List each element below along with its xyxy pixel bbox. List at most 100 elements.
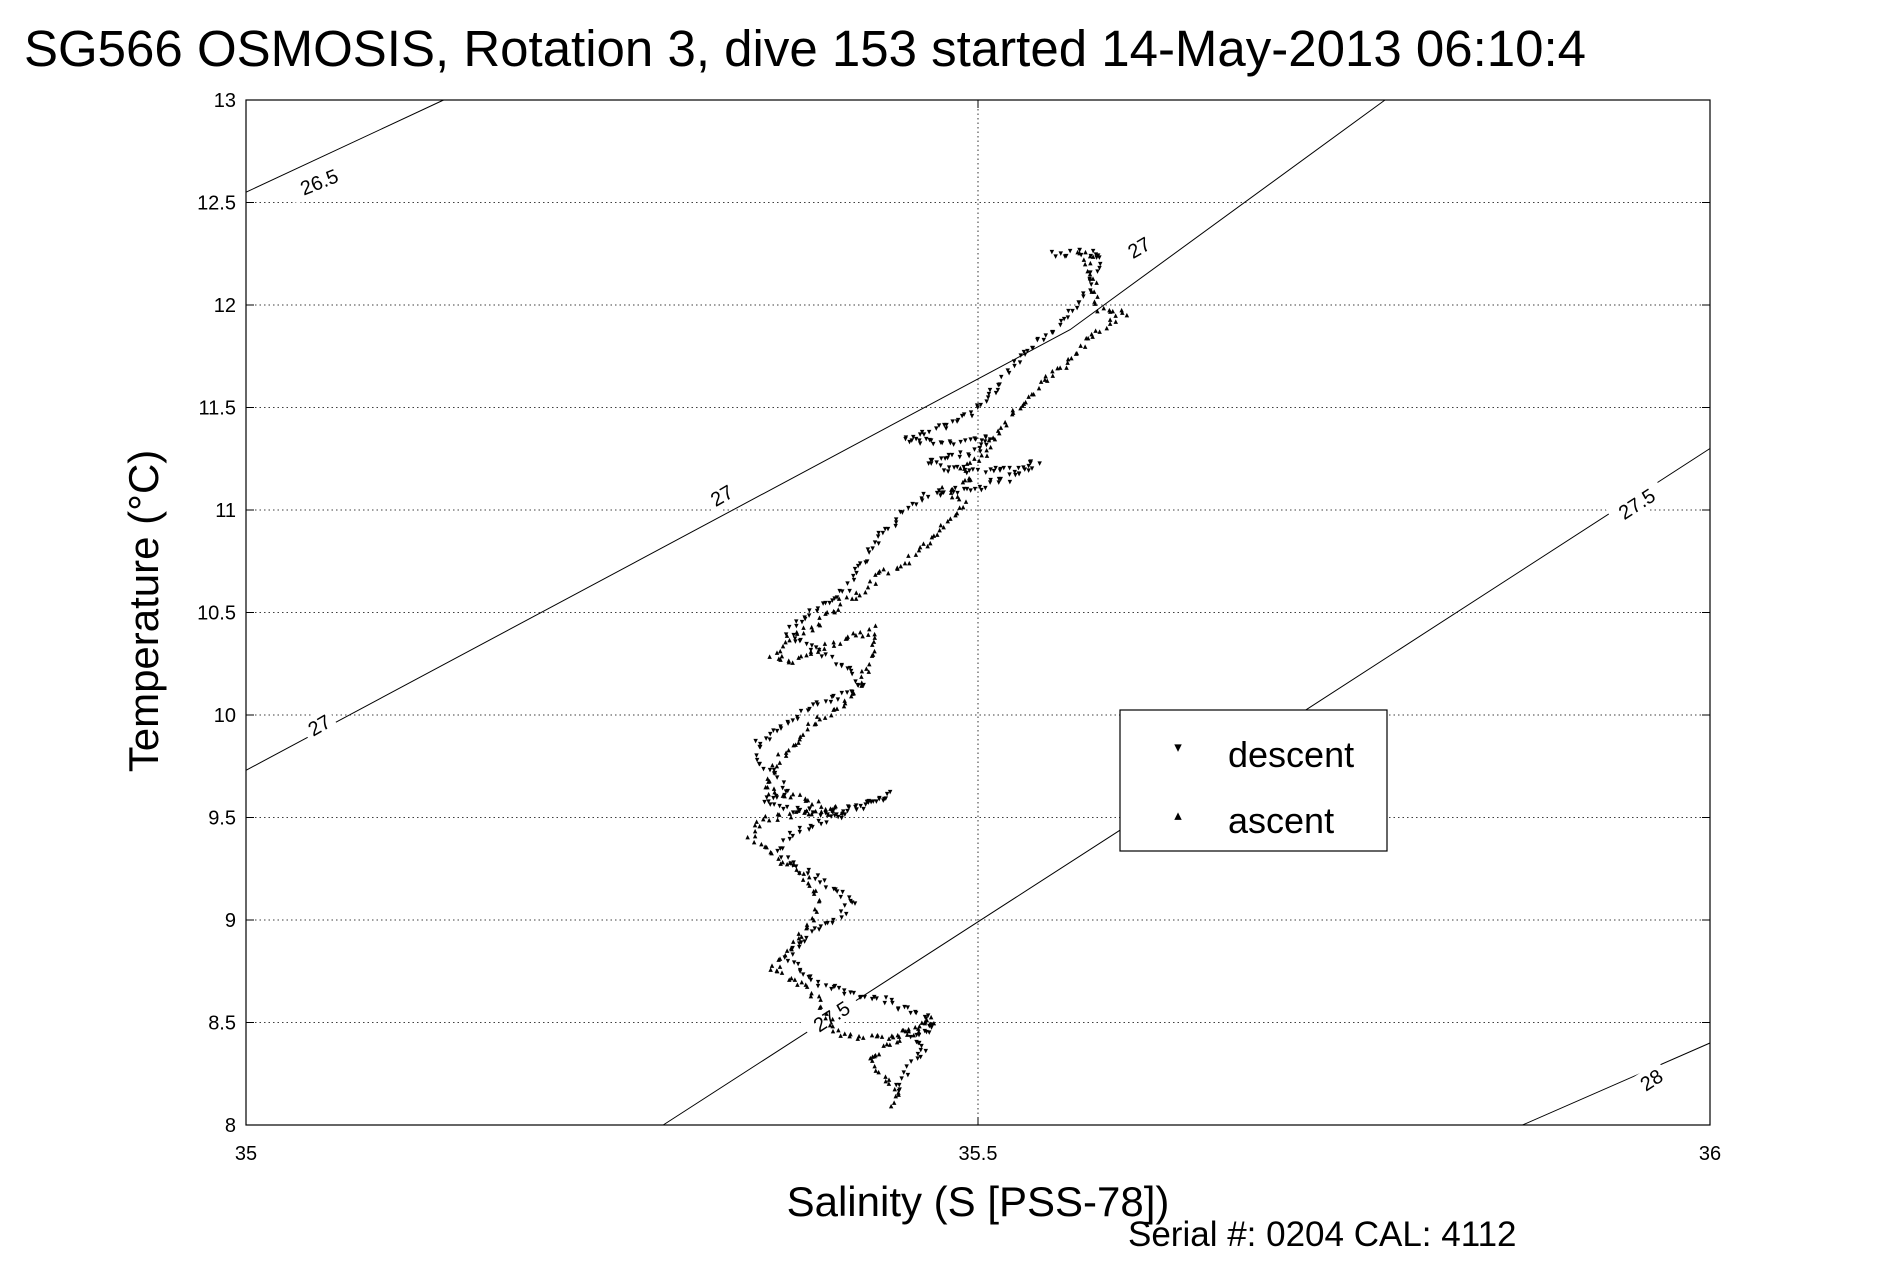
ascent-point: ▴ [791, 789, 796, 799]
descent-point: ▾ [808, 820, 813, 830]
descent-point: ▾ [1077, 245, 1082, 255]
ascent-point: ▴ [810, 799, 815, 809]
descent-point: ▾ [914, 1030, 919, 1040]
descent-point: ▾ [823, 649, 828, 659]
descent-point: ▾ [1087, 273, 1092, 283]
descent-point: ▾ [997, 477, 1002, 487]
descent-point: ▾ [843, 900, 848, 910]
descent-point: ▾ [858, 992, 863, 1002]
ascent-point: ▴ [873, 620, 878, 630]
descent-point: ▾ [897, 1079, 902, 1089]
ascent-point: ▴ [789, 973, 794, 983]
descent-point: ▾ [913, 1007, 918, 1017]
series-descent: ▾ ▾ ▾ ▾ ▾ ▾ ▾ ▾ ▾ ▾ ▾ ▾ ▾ ▾ ▾ ▾ ▾ ▾ ▾ ▾ ▾ ▾ ▾ ▾ ▾ ▾ ▾ ▾ ▾ ▾ ▾ ▾ ▾ ▾ ▾ ▾ ▾ ▾ ▾ ▾… [753, 244, 1103, 1095]
ascent-point: ▴ [753, 831, 758, 841]
descent-point: ▾ [882, 793, 887, 803]
descent-point: ▾ [854, 804, 859, 814]
ascent-point: ▴ [967, 473, 972, 483]
ascent-point: ▴ [802, 807, 807, 817]
descent-point: ▾ [948, 437, 953, 447]
descent-point: ▾ [1094, 249, 1099, 259]
ascent-point: ▴ [815, 906, 820, 916]
descent-point: ▾ [803, 613, 808, 623]
ascent-point: ▴ [851, 628, 856, 638]
ascent-point: ▴ [962, 463, 967, 473]
descent-point: ▾ [783, 952, 788, 962]
descent-point: ▾ [918, 438, 923, 448]
descent-point: ▾ [780, 783, 785, 793]
descent-point: ▾ [757, 742, 762, 752]
descent-point: ▾ [839, 912, 844, 922]
ascent-point: ▴ [949, 487, 954, 497]
ascent-point: ▴ [896, 1089, 901, 1099]
descent-point: ▾ [914, 1036, 919, 1046]
descent-point: ▾ [1007, 368, 1012, 378]
ascent-point: ▴ [775, 966, 780, 976]
descent-point: ▾ [856, 680, 861, 690]
descent-point: ▾ [955, 487, 960, 497]
descent-point: ▾ [849, 665, 854, 675]
ascent-point: ▴ [854, 587, 859, 597]
ascent-point: ▴ [818, 713, 823, 723]
descent-point: ▾ [939, 437, 944, 447]
descent-point: ▾ [840, 808, 845, 818]
ascent-point: ▴ [842, 695, 847, 705]
ascent-point: ▴ [789, 811, 794, 821]
descent-point: ▾ [861, 679, 866, 689]
ascent-point: ▴ [1020, 400, 1025, 410]
descent-point: ▾ [1066, 312, 1071, 322]
descent-point: ▾ [906, 503, 911, 513]
ascent-point: ▴ [823, 608, 828, 618]
descent-point: ▾ [983, 483, 988, 493]
ascent-point: ▴ [794, 806, 799, 816]
ascent-point: ▴ [923, 1016, 928, 1026]
descent-point: ▾ [967, 465, 972, 475]
descent-point: ▾ [937, 485, 942, 495]
ascent-point: ▴ [1022, 398, 1027, 408]
ascent-point: ▴ [797, 733, 802, 743]
descent-point: ▾ [846, 801, 851, 811]
ascent-point: ▴ [801, 729, 806, 739]
ascent-point: ▴ [809, 622, 814, 632]
ascent-point: ▴ [877, 565, 882, 575]
ascent-point: ▴ [776, 954, 781, 964]
descent-point: ▾ [958, 451, 963, 461]
ascent-point: ▴ [887, 1033, 892, 1043]
descent-point: ▾ [807, 610, 812, 620]
descent-point: ▾ [807, 605, 812, 615]
descent-point: ▾ [858, 800, 863, 810]
descent-point: ▾ [798, 635, 803, 645]
descent-point: ▾ [824, 696, 829, 706]
descent-point: ▾ [972, 433, 977, 443]
descent-point: ▾ [845, 687, 850, 697]
ascent-point: ▴ [817, 896, 822, 906]
descent-point: ▾ [818, 810, 823, 820]
ascent-point: ▴ [817, 991, 822, 1001]
ascent-point: ▴ [1083, 247, 1088, 257]
ascent-point: ▴ [1083, 341, 1088, 351]
ascent-point: ▴ [787, 634, 792, 644]
ascent-point: ▴ [1086, 333, 1091, 343]
descent-point: ▾ [972, 444, 977, 454]
descent-point: ▾ [1077, 297, 1082, 307]
descent-point: ▾ [958, 447, 963, 457]
descent-point: ▾ [816, 816, 821, 826]
ascent-point: ▴ [912, 1030, 917, 1040]
ascent-point: ▴ [833, 801, 838, 811]
descent-point: ▾ [1007, 469, 1012, 479]
ascent-point: ▴ [805, 724, 810, 734]
descent-point: ▾ [911, 432, 916, 442]
contour-line-27 [245, 99, 1386, 771]
ascent-point: ▴ [812, 914, 817, 924]
descent-point: ▾ [850, 897, 855, 907]
ascent-point: ▴ [805, 981, 810, 991]
descent-point: ▾ [821, 598, 826, 608]
descent-point: ▾ [993, 462, 998, 472]
ascent-point: ▴ [872, 636, 877, 646]
descent-point: ▾ [824, 882, 829, 892]
descent-point: ▾ [883, 998, 888, 1008]
ascent-point: ▴ [867, 666, 872, 676]
descent-point: ▾ [793, 633, 798, 643]
descent-point: ▾ [807, 972, 812, 982]
ascent-point: ▴ [803, 793, 808, 803]
